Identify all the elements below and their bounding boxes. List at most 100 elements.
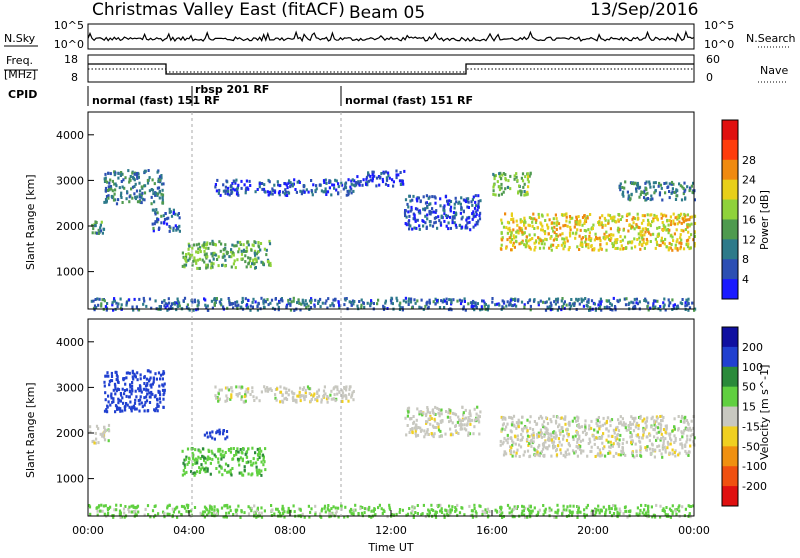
power-echo-cell [467,206,470,209]
velocity-echo-cell [314,512,317,516]
velocity-echo-cell [157,404,160,408]
velocity-echo-cell [448,408,451,412]
velocity-echo-cell [109,505,112,509]
power-echo-cell [100,220,103,224]
power-echo-cell [159,305,162,308]
velocity-echo-cell [588,424,591,428]
velocity-echo-cell [526,438,529,441]
velocity-echo-cell [258,447,261,451]
power-echo-cell [161,193,165,197]
velocity-echo-cell [140,401,143,405]
power-echo-cell [246,303,249,307]
power-echo-cell [141,191,144,195]
velocity-echo-cell [454,506,457,509]
power-echo-cell [584,218,587,222]
velocity-echo-cell [302,386,306,390]
power-echo-cell [464,225,467,229]
power-echo-cell [599,246,602,250]
velocity-echo-cell [222,515,225,519]
power-echo-cell [571,231,574,235]
velocity-echo-cell [602,447,605,451]
velocity-echo-cell [112,400,115,404]
power-echo-cell [665,214,668,218]
power-colorbar-tick: 12 [742,233,756,246]
velocity-echo-cell [138,384,142,388]
power-echo-cell [688,223,691,227]
power-echo-cell [333,186,336,190]
velocity-echo-cell [132,377,135,381]
power-echo-cell [660,239,663,243]
power-echo-cell [561,297,564,300]
power-echo-cell [344,184,347,188]
velocity-echo-cell [228,388,231,392]
power-echo-cell [467,216,470,220]
power-echo-cell [157,180,160,183]
velocity-echo-cell [238,392,241,395]
velocity-echo-cell [522,453,525,457]
power-echo-cell [595,237,599,241]
power-echo-cell [693,198,696,202]
velocity-echo-cell [631,440,634,444]
velocity-echo-cell [530,444,533,448]
power-echo-cell [635,297,638,301]
power-echo-cell [466,205,469,209]
velocity-echo-cell [166,506,169,510]
velocity-echo-cell [647,510,650,514]
power-echo-cell [449,209,452,213]
velocity-echo-cell [256,457,259,461]
power-echo-cell [120,180,123,183]
power-echo-cell [256,308,259,312]
power-echo-cell [587,246,590,250]
velocity-echo-cell [552,435,555,439]
power-echo-cell [191,246,194,250]
velocity-echo-cell [555,421,558,425]
velocity-echo-cell [377,506,380,510]
velocity-echo-cell [257,470,260,474]
velocity-echo-cell [121,387,124,391]
velocity-echo-cell [473,425,476,429]
power-echo-cell [662,225,666,229]
power-echo-cell [440,299,443,303]
velocity-echo-cell [681,414,684,418]
power-echo-cell [384,299,387,303]
velocity-echo-cell [363,507,366,511]
power-echo-cell [188,308,191,312]
velocity-echo-cell [123,392,126,396]
power-echo-cell [527,223,530,227]
velocity-echo-cell [426,428,429,432]
velocity-echo-cell [576,512,579,516]
velocity-echo-cell [244,390,247,394]
power-echo-cell [191,263,194,267]
power-echo-cell [680,212,683,216]
velocity-echo-cell [538,416,541,420]
power-echo-cell [120,196,123,199]
power-echo-cell [251,300,254,304]
power-echo-cell [187,258,190,262]
power-echo-cell [232,187,235,191]
velocity-echo-cell [106,371,109,375]
power-echo-cell [619,247,622,251]
velocity-echo-cell [610,418,614,422]
velocity-echo-cell [162,384,165,388]
velocity-echo-cell [145,399,149,403]
power-echo-cell [611,242,614,246]
power-echo-cell [212,251,215,255]
power-colorbar-swatch [722,159,738,181]
power-echo-cell [634,245,637,249]
velocity-echo-cell [531,509,534,513]
power-echo-cell [404,198,408,202]
power-echo-cell [208,259,211,263]
velocity-echo-cell [538,443,541,447]
power-echo-cell [609,216,613,220]
power-echo-cell [556,297,560,301]
power-echo-cell [650,194,653,198]
velocity-echo-cell [651,443,654,447]
power-echo-cell [502,300,506,304]
velocity-echo-cell [336,385,339,389]
power-echo-cell [657,184,660,188]
velocity-echo-cell [198,449,201,453]
velocity-echo-cell [590,419,593,423]
power-echo-cell [236,305,239,309]
velocity-echo-cell [516,438,519,441]
power-echo-cell [617,213,620,216]
